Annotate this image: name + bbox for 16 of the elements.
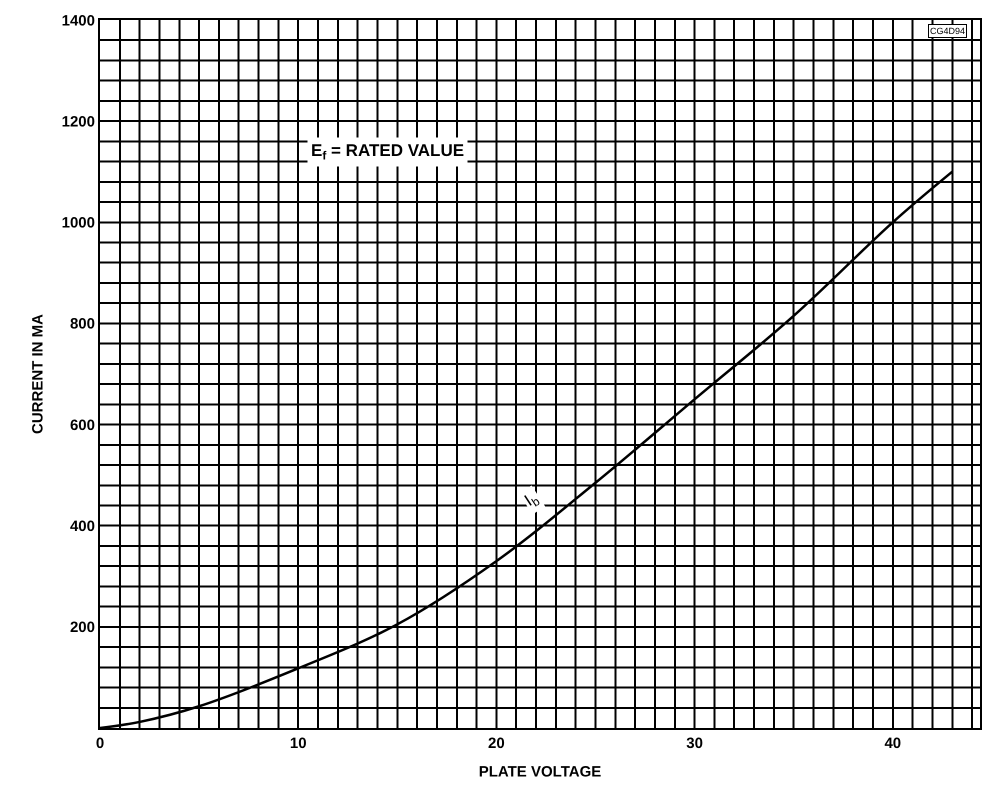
x-axis-title: PLATE VOLTAGE bbox=[478, 764, 602, 780]
annotation: E$_{f}$ = RATED VALUE bbox=[311, 141, 464, 163]
annotation: CG4D94 bbox=[930, 26, 966, 36]
x-tick-label: 20 bbox=[488, 735, 505, 752]
x-tick-label: 40 bbox=[884, 735, 902, 752]
y-tick-label: 200 bbox=[70, 619, 95, 636]
y-tick-label: 800 bbox=[70, 316, 95, 333]
y-tick-label: 1200 bbox=[62, 113, 95, 130]
y-tick-label: 1000 bbox=[62, 214, 95, 232]
x-tick-label: 0 bbox=[96, 735, 104, 752]
y-tick-label: 400 bbox=[70, 518, 95, 535]
y-axis-title: CURRENT IN MA bbox=[29, 314, 46, 434]
x-tick-label: 10 bbox=[290, 735, 307, 752]
x-tick-label: 30 bbox=[686, 735, 703, 752]
y-tick-label: 1400 bbox=[62, 12, 95, 30]
y-tick-label: 600 bbox=[70, 416, 95, 434]
